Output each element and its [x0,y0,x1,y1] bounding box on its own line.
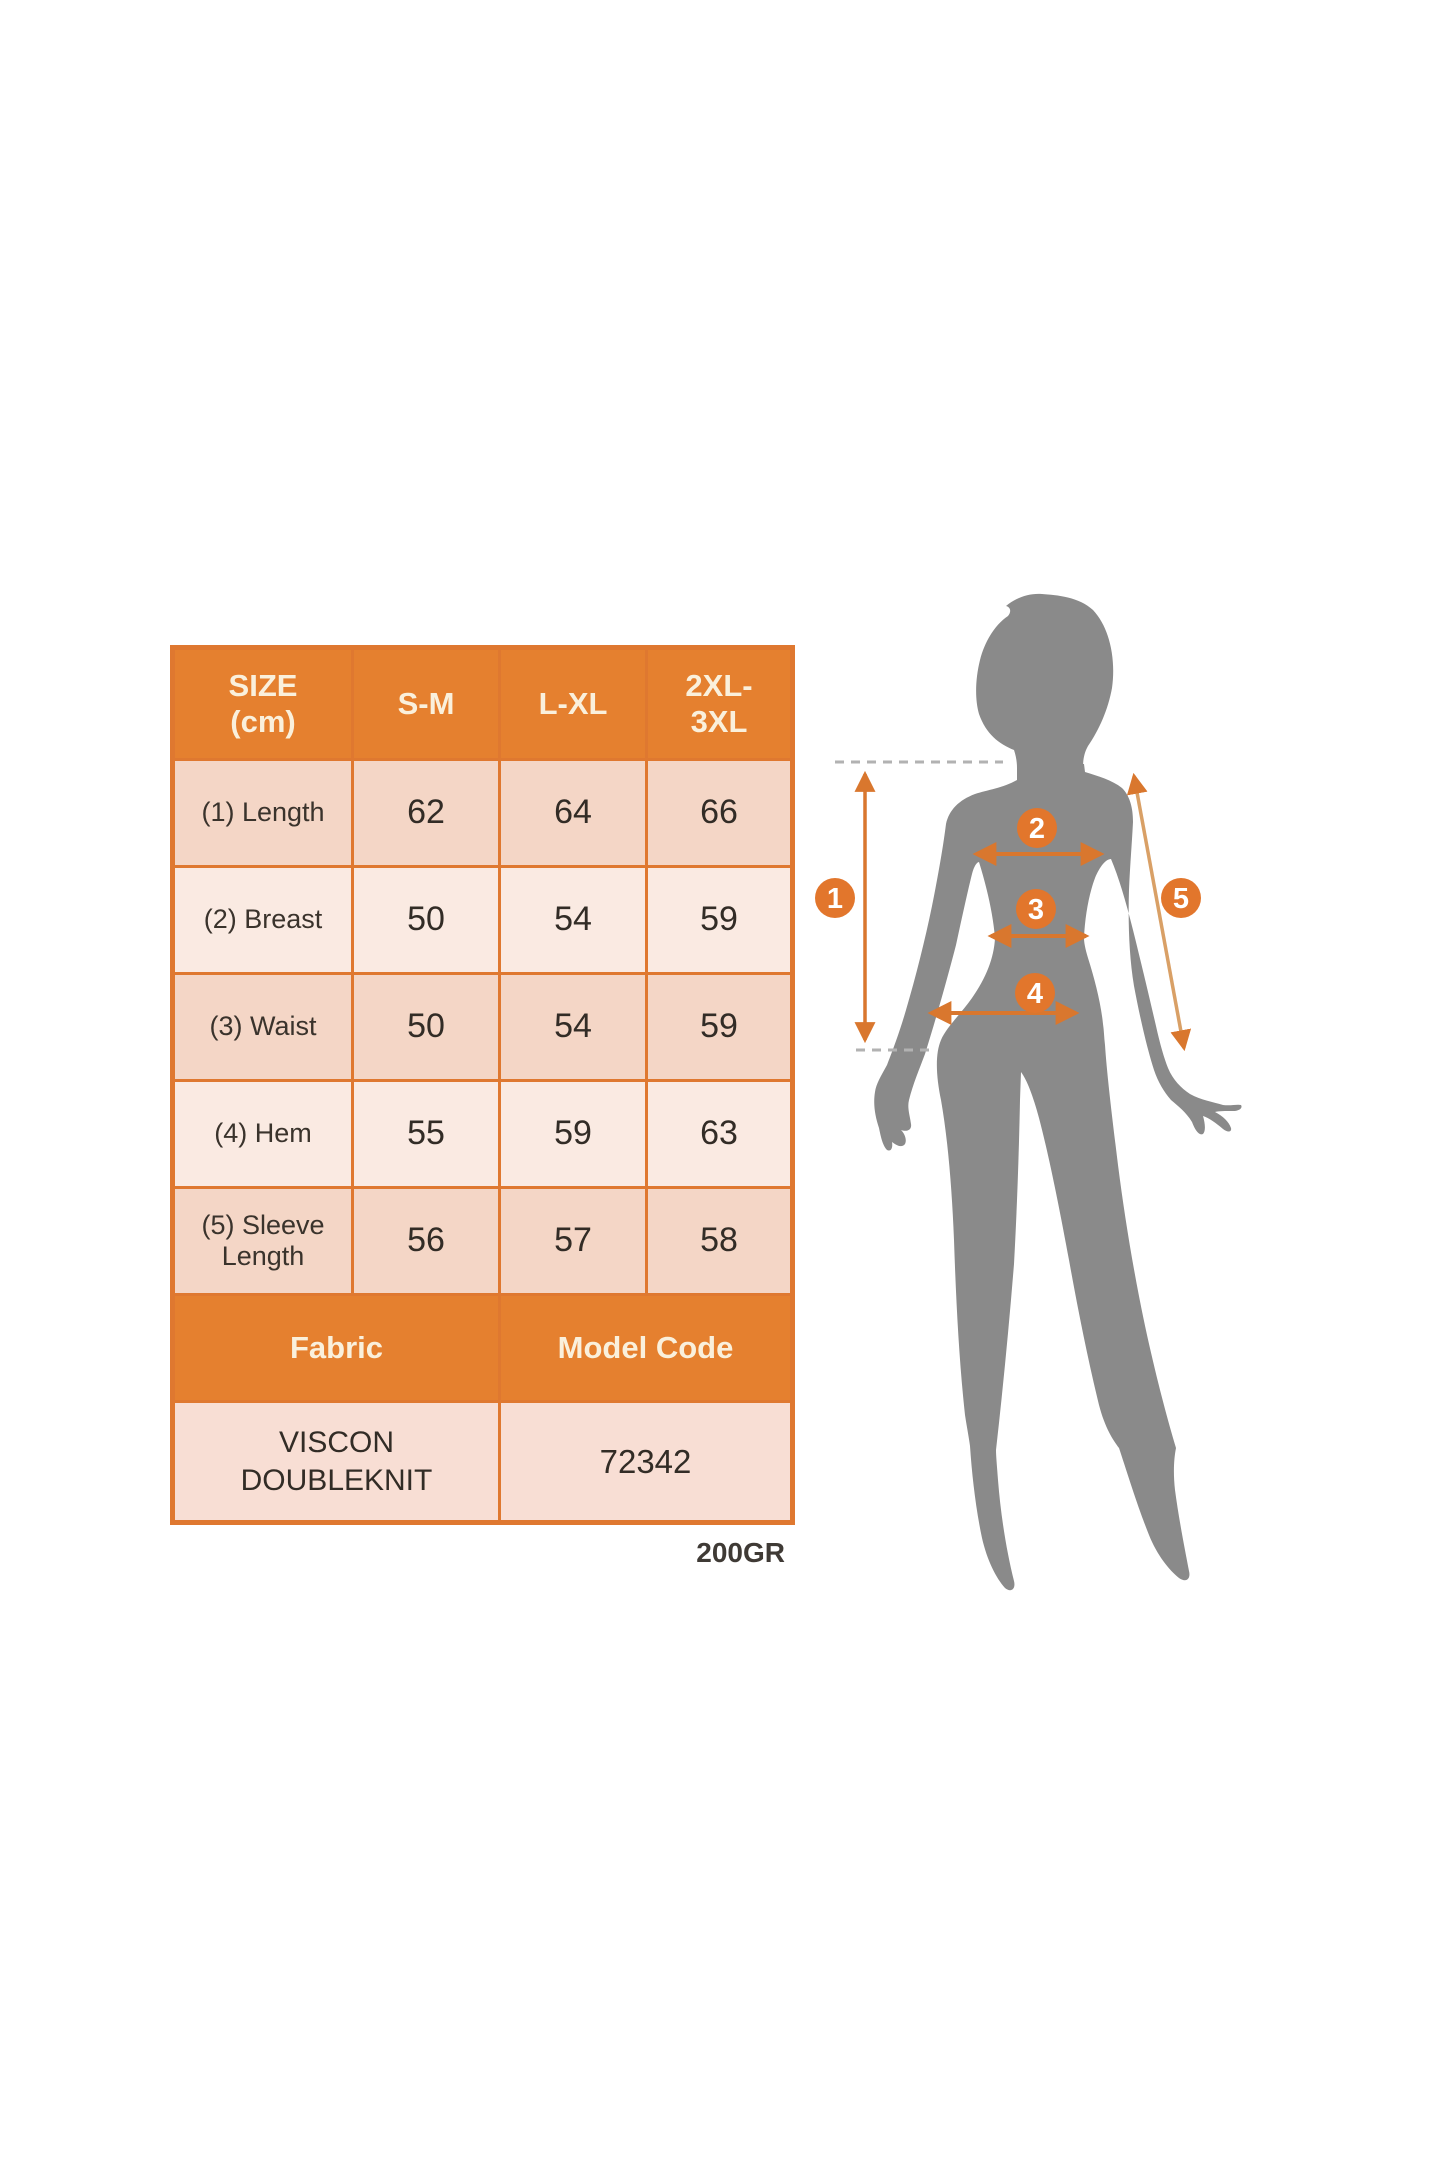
model-code-value: 72342 [501,1403,790,1520]
weight-note: 200GR [696,1537,785,1568]
waist-sm-value: 50 [354,975,498,1079]
fabric-header: Fabric [175,1296,498,1400]
hem-sm-value: 55 [354,1082,498,1186]
sleeve-lxl-value: 57 [501,1189,645,1293]
svg-text:4: 4 [1027,978,1043,1010]
length-2xl3xl-value: 66 [648,761,790,865]
size-unit-header: SIZE (cm) [175,650,351,758]
fabric-value: VISCON DOUBLEKNIT [175,1403,498,1520]
size-header-line2: (cm) [230,704,296,739]
row-label-sleeve-length: (5) Sleeve Length [175,1189,351,1293]
hem-lxl-value: 59 [501,1082,645,1186]
sleeve-2xl3xl-value: 58 [648,1189,790,1293]
fabric-value-line2: DOUBLEKNIT [240,1463,433,1497]
svg-text:2: 2 [1029,813,1045,845]
breast-sm-value: 50 [354,868,498,972]
length-sm-value: 62 [354,761,498,865]
column-header-lxl: L-XL [501,650,645,758]
marker-circle-4: 4 [1015,973,1055,1013]
breast-lxl-value: 54 [501,868,645,972]
svg-text:1: 1 [827,883,843,915]
sleeve-measure-arrow [1126,772,1192,1052]
marker-circle-5: 5 [1161,878,1201,918]
breast-2xl3xl-value: 59 [648,868,790,972]
svg-text:5: 5 [1173,883,1189,915]
measurement-figure: 1 2 3 4 5 [795,560,1275,1600]
fabric-value-line1: VISCON [278,1426,395,1459]
waist-2xl3xl-value: 59 [648,975,790,1079]
marker-circle-1: 1 [815,878,855,918]
size-chart-table: SIZE (cm) S-M L-XL 2XL- 3XL (1) Length 6… [170,645,795,1525]
model-code-header: Model Code [501,1296,790,1400]
marker-circle-3: 3 [1016,889,1056,929]
size-header-line1: SIZE [228,668,298,704]
silhouette-body [874,764,1242,1591]
row-label-length: (1) Length [175,761,351,865]
row-label-breast: (2) Breast [175,868,351,972]
silhouette-head [976,593,1114,768]
hem-2xl3xl-value: 63 [648,1082,790,1186]
row-label-waist: (3) Waist [175,975,351,1079]
sleeve-sm-value: 56 [354,1189,498,1293]
row-label-hem: (4) Hem [175,1082,351,1186]
column-header-2xl3xl: 2XL- 3XL [648,650,790,758]
length-lxl-value: 64 [501,761,645,865]
column-header-sm: S-M [354,650,498,758]
waist-lxl-value: 54 [501,975,645,1079]
svg-text:3: 3 [1028,894,1044,926]
marker-circle-2: 2 [1017,808,1057,848]
